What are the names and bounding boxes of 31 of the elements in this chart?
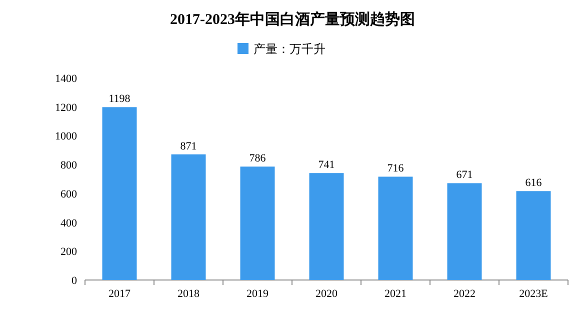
data-label: 786 xyxy=(249,152,266,165)
y-tick-label: 200 xyxy=(60,246,78,258)
x-tick-label: 2019 xyxy=(246,288,269,300)
data-label: 871 xyxy=(180,140,197,152)
x-tick-label: 2020 xyxy=(316,288,338,300)
y-tick-label: 1400 xyxy=(55,73,78,85)
y-tick-label: 800 xyxy=(60,160,78,172)
bar xyxy=(378,176,413,280)
bar xyxy=(309,173,344,280)
y-tick-label: 1200 xyxy=(55,102,78,114)
bar xyxy=(240,166,275,280)
data-label: 741 xyxy=(318,159,335,172)
y-tick-label: 600 xyxy=(60,188,78,200)
data-label: 616 xyxy=(525,177,542,190)
x-tick-label: 2022 xyxy=(454,288,476,300)
bar xyxy=(516,191,551,280)
x-tick-label: 2017 xyxy=(108,288,131,300)
legend-label: 产量：万千升 xyxy=(254,42,326,56)
y-tick-label: 400 xyxy=(60,217,78,230)
y-tick-label: 1000 xyxy=(55,130,78,143)
bar xyxy=(447,183,482,280)
y-tick-label: 0 xyxy=(72,275,78,287)
data-label: 716 xyxy=(387,162,404,175)
x-tick-label: 2023E xyxy=(519,288,548,300)
bar xyxy=(171,154,206,280)
x-tick-label: 2018 xyxy=(178,288,200,300)
data-label: 1198 xyxy=(108,93,131,106)
chart-title: 2017-2023年中国白酒产量预测趋势图 xyxy=(170,11,415,28)
bar xyxy=(102,107,137,280)
data-label: 671 xyxy=(456,169,473,182)
x-tick-label: 2021 xyxy=(384,288,406,300)
